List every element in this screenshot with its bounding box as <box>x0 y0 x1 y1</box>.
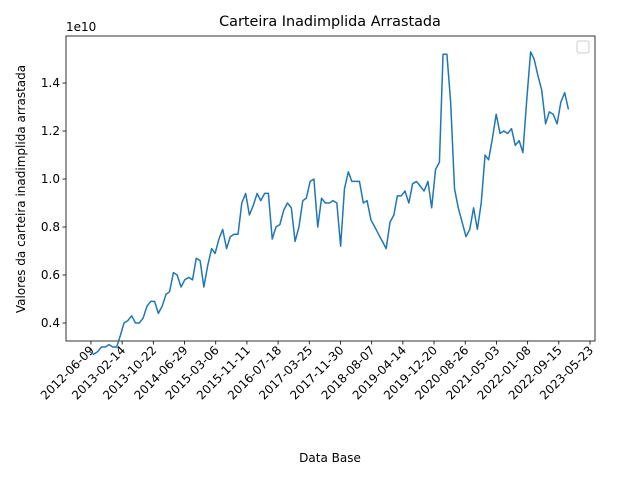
y-tick-label: 1.0 <box>41 172 60 186</box>
y-tick-label: 1.4 <box>41 76 60 90</box>
y-tick-label: 0.4 <box>41 316 60 330</box>
y-tick-label: 1.2 <box>41 124 60 138</box>
y-axis-label: Valores da carteira inadimplida arrastad… <box>14 65 28 313</box>
chart-title: Carteira Inadimplida Arrastada <box>219 14 441 30</box>
data-line <box>89 51 570 355</box>
plot-frame <box>65 35 596 342</box>
x-axis-label: Data Base <box>299 451 361 465</box>
y-offset-label: 1e10 <box>66 20 96 34</box>
y-tick-label: 0.8 <box>41 220 60 234</box>
y-tick-label: 0.6 <box>41 268 60 282</box>
legend-box <box>576 40 590 54</box>
